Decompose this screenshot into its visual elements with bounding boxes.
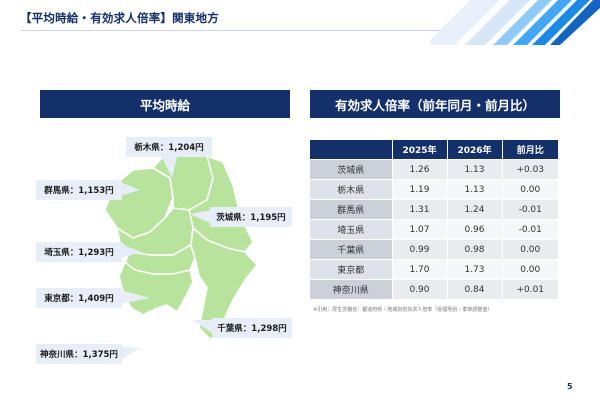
table-row: 東京都 1.70 1.73 0.00 <box>310 259 558 280</box>
prefecture-cell: 群馬県 <box>310 199 393 220</box>
page-number: 5 <box>567 382 573 391</box>
prefecture-cell: 千葉県 <box>310 239 393 260</box>
value-cell: +0.03 <box>502 159 558 180</box>
job-ratio-table: 2025年 2026年 前月比 茨城県 1.26 1.13 +0.03 栃木県 … <box>310 140 558 299</box>
value-cell: 1.13 <box>447 159 503 180</box>
value-cell: 0.90 <box>392 279 448 299</box>
callout-tochigi: 栃木県：1,204円 <box>126 137 212 157</box>
value-cell: 0.00 <box>502 239 558 260</box>
callout-saitama: 埼玉県：1,293円 <box>36 242 122 262</box>
value-cell: 1.07 <box>392 219 448 240</box>
table-header-cell: 2026年 <box>447 140 503 160</box>
table-header-row: 2025年 2026年 前月比 <box>310 140 558 160</box>
value-cell: 0.00 <box>502 259 558 280</box>
value-cell: 1.31 <box>392 199 448 220</box>
value-cell: 1.73 <box>447 259 503 280</box>
value-cell: 1.26 <box>392 159 448 180</box>
value-cell: 0.98 <box>447 239 503 260</box>
value-cell: 1.13 <box>447 179 503 200</box>
value-cell: 1.19 <box>392 179 448 200</box>
callout-tokyo: 東京都：1,409円 <box>36 288 122 308</box>
table-row: 埼玉県 1.07 0.96 -0.01 <box>310 219 558 240</box>
callout-gunma: 群馬県：1,153円 <box>36 180 122 200</box>
kanto-map <box>104 145 258 341</box>
table-row: 千葉県 0.99 0.98 0.00 <box>310 239 558 260</box>
table-row: 茨城県 1.26 1.13 +0.03 <box>310 159 558 180</box>
value-cell: 0.84 <box>447 279 503 299</box>
table-header-cell: 前月比 <box>502 140 558 160</box>
source-note: ※引用：厚生労働省：都道府県・地域別有効求人倍率（受理地別・季節調整値） <box>313 307 493 313</box>
table-header-cell <box>310 140 393 160</box>
value-cell: 1.70 <box>392 259 448 280</box>
map-region-chiba <box>190 227 258 341</box>
value-cell: +0.01 <box>502 279 558 299</box>
callout-ibaraki: 茨城県：1,195円 <box>210 207 292 227</box>
table-row: 神奈川県 0.90 0.84 +0.01 <box>310 279 558 299</box>
table-header-cell: 2025年 <box>392 140 448 160</box>
decorative-stripes <box>430 0 600 45</box>
title-divider <box>20 30 460 31</box>
job-ratio-header: 有効求人倍率（前年同月・前月比） <box>310 90 560 118</box>
prefecture-cell: 栃木県 <box>310 179 393 200</box>
prefecture-cell: 神奈川県 <box>310 279 393 299</box>
value-cell: 0.99 <box>392 239 448 260</box>
value-cell: -0.01 <box>502 199 558 220</box>
prefecture-cell: 埼玉県 <box>310 219 393 240</box>
value-cell: -0.01 <box>502 219 558 240</box>
value-cell: 0.00 <box>502 179 558 200</box>
callout-chiba: 千葉県：1,298円 <box>212 318 292 338</box>
value-cell: 1.24 <box>447 199 503 220</box>
callout-kanagawa: 神奈川県：1,375円 <box>36 344 122 364</box>
prefecture-cell: 東京都 <box>310 259 393 280</box>
table-row: 群馬県 1.31 1.24 -0.01 <box>310 199 558 220</box>
prefecture-cell: 茨城県 <box>310 159 393 180</box>
hourly-wage-header: 平均時給 <box>40 90 290 118</box>
table-row: 栃木県 1.19 1.13 0.00 <box>310 179 558 200</box>
slide-title: 【平均時給・有効求人倍率】関東地方 <box>20 11 219 25</box>
value-cell: 0.96 <box>447 219 503 240</box>
